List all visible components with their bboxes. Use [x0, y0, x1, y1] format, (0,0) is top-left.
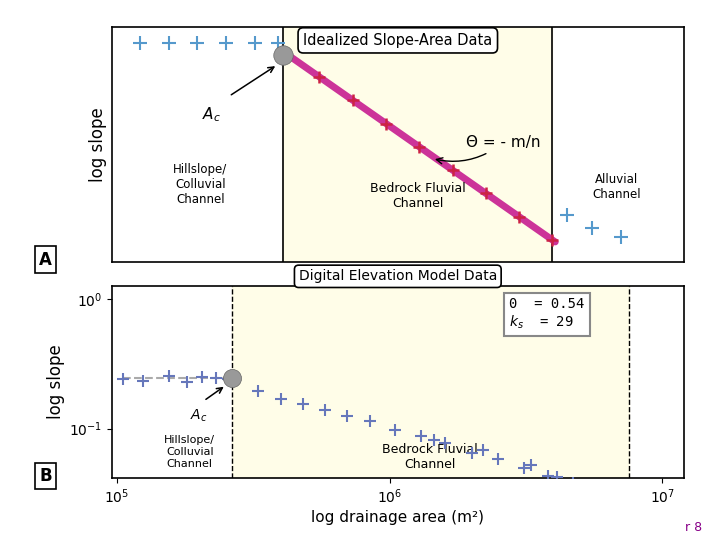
Text: A: A — [40, 251, 53, 268]
Text: Idealized Slope-Area Data: Idealized Slope-Area Data — [303, 33, 492, 48]
Text: Hillslope/
Colluvial
Channel: Hillslope/ Colluvial Channel — [174, 163, 228, 206]
Text: Alluvial
Channel: Alluvial Channel — [592, 173, 641, 201]
Text: r 8: r 8 — [685, 521, 702, 534]
Text: B: B — [40, 467, 52, 485]
Text: Hillslope/
Colluvial
Channel: Hillslope/ Colluvial Channel — [164, 435, 215, 469]
Text: Bedrock Fluvial
Channel: Bedrock Fluvial Channel — [370, 182, 466, 210]
Text: Θ = - m/n: Θ = - m/n — [436, 134, 541, 164]
X-axis label: log drainage area (m²): log drainage area (m²) — [311, 510, 485, 525]
Bar — [284, 27, 552, 262]
Y-axis label: log slope: log slope — [47, 345, 65, 420]
Y-axis label: log slope: log slope — [89, 107, 107, 182]
Text: Bedrock Fluvial
Channel: Bedrock Fluvial Channel — [382, 443, 477, 471]
Text: 0  = 0.54
$k_s$  = 29: 0 = 0.54 $k_s$ = 29 — [510, 297, 585, 330]
Bar — [232, 286, 629, 478]
X-axis label: log drainage area: log drainage area — [325, 266, 471, 284]
Text: $A_c$: $A_c$ — [190, 407, 208, 424]
Text: $A_c$: $A_c$ — [202, 106, 221, 124]
Text: Digital Elevation Model Data: Digital Elevation Model Data — [299, 269, 497, 284]
